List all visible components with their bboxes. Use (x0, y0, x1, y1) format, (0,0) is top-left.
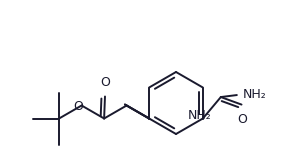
Text: O: O (237, 113, 248, 126)
Text: NH₂: NH₂ (188, 109, 212, 122)
Text: O: O (74, 100, 84, 113)
Text: NH₂: NH₂ (243, 88, 267, 101)
Text: O: O (100, 75, 110, 89)
